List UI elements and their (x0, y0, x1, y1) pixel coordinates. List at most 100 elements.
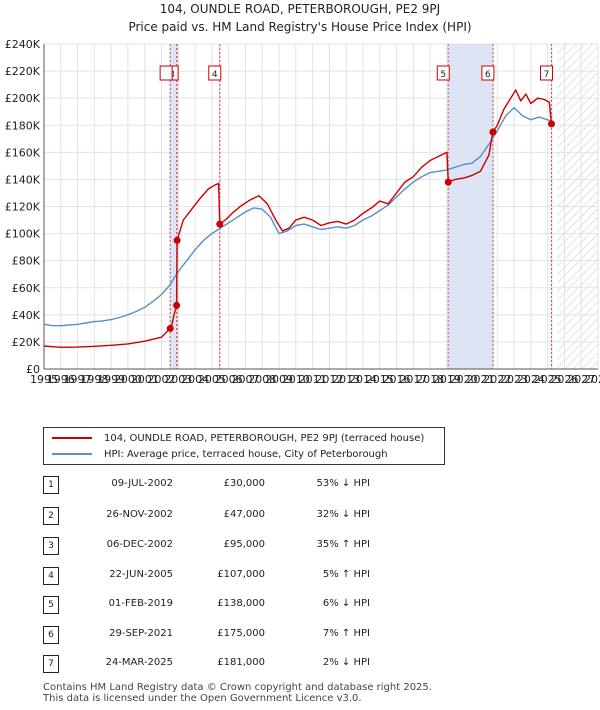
legend: 104, OUNDLE ROAD, PETERBOROUGH, PE2 9PJ … (43, 427, 445, 465)
legend-item-hpi: HPI: Average price, terraced house, City… (52, 447, 388, 461)
transaction-date: 01-FEB-2019 (108, 598, 173, 609)
x-tick-label: 2026 (550, 373, 578, 386)
x-tick-label: 2011 (299, 373, 327, 386)
transaction-price: £30,000 (223, 478, 265, 489)
x-tick-label: 2027 (567, 373, 595, 386)
transaction-number: 6 (43, 626, 59, 644)
legend-item-property: 104, OUNDLE ROAD, PETERBOROUGH, PE2 9PJ … (52, 431, 424, 445)
transaction-date: 29-SEP-2021 (109, 628, 173, 639)
sale-point (216, 220, 224, 228)
sale-label-box: 7 (539, 65, 553, 81)
x-tick-label: 2019 (433, 373, 461, 386)
transaction-number: 3 (43, 537, 59, 555)
x-tick-label: 2010 (282, 373, 310, 386)
x-tick-label: 1996 (47, 373, 75, 386)
x-tick-label: 1997 (64, 373, 92, 386)
x-tick-label: 2014 (349, 373, 377, 386)
x-tick-label: 2008 (248, 373, 276, 386)
y-tick-label: £100K (5, 228, 41, 241)
x-tick-label: 2001 (131, 373, 159, 386)
x-tick-label: 1999 (97, 373, 125, 386)
x-tick-label: 2007 (231, 373, 259, 386)
table-row: 5 01-FEB-2019 £138,000 6% ↓ HPI (43, 596, 413, 614)
x-tick-label: 2028 (584, 373, 600, 386)
transaction-price: £47,000 (223, 509, 265, 520)
transaction-hpi: 35% ↑ HPI (316, 539, 370, 550)
x-tick-label: 2016 (383, 373, 411, 386)
sale-label-number: 6 (485, 70, 491, 80)
transaction-hpi: 2% ↓ HPI (322, 657, 370, 668)
table-row: 7 24-MAR-2025 £181,000 2% ↓ HPI (43, 655, 413, 673)
x-tick-label: 2020 (450, 373, 478, 386)
transaction-date: 24-MAR-2025 (105, 657, 173, 668)
y-tick-label: £200K (5, 92, 41, 105)
sale-point (173, 236, 181, 244)
chart-subtitle: Price paid vs. HM Land Registry's House … (128, 20, 471, 34)
x-tick-label: 2023 (500, 373, 528, 386)
y-tick-label: £20K (12, 336, 41, 349)
x-tick-label: 1998 (80, 373, 108, 386)
legend-hpi-swatch (52, 453, 92, 455)
transaction-number: 2 (43, 507, 59, 525)
x-tick-label: 2025 (534, 373, 562, 386)
transaction-price: £107,000 (217, 569, 265, 580)
sale-point (444, 178, 452, 186)
x-tick-label: 2013 (332, 373, 360, 386)
y-tick-label: £120K (5, 201, 41, 214)
y-tick-label: £60K (12, 282, 41, 295)
x-tick-label: 2012 (315, 373, 343, 386)
transaction-hpi: 5% ↑ HPI (322, 569, 370, 580)
x-tick-label: 2022 (483, 373, 511, 386)
transaction-hpi: 32% ↓ HPI (316, 509, 370, 520)
transaction-number: 5 (43, 596, 59, 614)
transaction-price: £138,000 (217, 598, 265, 609)
sale-label-box: 4 (208, 65, 222, 81)
footer-line-1: Contains HM Land Registry data © Crown c… (43, 682, 432, 693)
transaction-hpi: 7% ↑ HPI (322, 628, 370, 639)
transaction-number: 1 (43, 476, 59, 494)
y-tick-label: £220K (5, 65, 41, 78)
sale-label-rect (436, 65, 450, 81)
table-row: 3 06-DEC-2002 £95,000 35% ↑ HPI (43, 537, 413, 555)
sale-label-box: 6 (481, 65, 495, 81)
sale-label-number: 4 (212, 70, 218, 80)
transaction-date: 26-NOV-2002 (106, 509, 173, 520)
sale-point (173, 301, 181, 309)
sale-label-rect (208, 65, 222, 81)
x-tick-label: 2009 (265, 373, 293, 386)
x-tick-label: 2002 (148, 373, 176, 386)
table-row: 1 09-JUL-2002 £30,000 53% ↓ HPI (43, 476, 413, 494)
transaction-hpi: 53% ↓ HPI (316, 478, 370, 489)
transaction-price: £181,000 (217, 657, 265, 668)
x-tick-label: 2004 (181, 373, 209, 386)
x-tick-label: 2024 (517, 373, 545, 386)
sale-point (166, 324, 174, 332)
x-tick-label: 2021 (466, 373, 494, 386)
transaction-date: 09-JUL-2002 (111, 478, 173, 489)
price-chart: 104, OUNDLE ROAD, PETERBOROUGH, PE2 9PJ … (5, 2, 600, 386)
chart-title: 104, OUNDLE ROAD, PETERBOROUGH, PE2 9PJ (160, 2, 440, 16)
transaction-number: 7 (43, 655, 59, 673)
x-tick-label: 2017 (399, 373, 427, 386)
legend-property-label: 104, OUNDLE ROAD, PETERBOROUGH, PE2 9PJ … (104, 432, 425, 444)
legend-property-swatch (52, 437, 92, 439)
footer-attribution: Contains HM Land Registry data © Crown c… (43, 682, 432, 704)
y-tick-label: £160K (5, 146, 41, 159)
sale-label-rect (539, 65, 553, 81)
x-tick-label: 2003 (164, 373, 192, 386)
y-tick-label: £0 (26, 363, 40, 376)
y-tick-label: £240K (5, 38, 41, 51)
sale-label-number: 5 (440, 70, 446, 80)
sale-label-rect-stacked (159, 65, 173, 81)
sale-label-number: 7 (544, 70, 550, 80)
transaction-date: 06-DEC-2002 (106, 539, 173, 550)
table-row: 2 26-NOV-2002 £47,000 32% ↓ HPI (43, 507, 413, 525)
transaction-price: £175,000 (217, 628, 265, 639)
x-tick-label: 1995 (30, 373, 58, 386)
sale-point (547, 120, 555, 128)
table-row: 6 29-SEP-2021 £175,000 7% ↑ HPI (43, 626, 413, 644)
transaction-date: 22-JUN-2005 (109, 569, 173, 580)
transaction-number: 4 (43, 567, 59, 585)
legend-hpi-label: HPI: Average price, terraced house, City… (104, 448, 388, 460)
table-row: 4 22-JUN-2005 £107,000 5% ↑ HPI (43, 567, 413, 585)
